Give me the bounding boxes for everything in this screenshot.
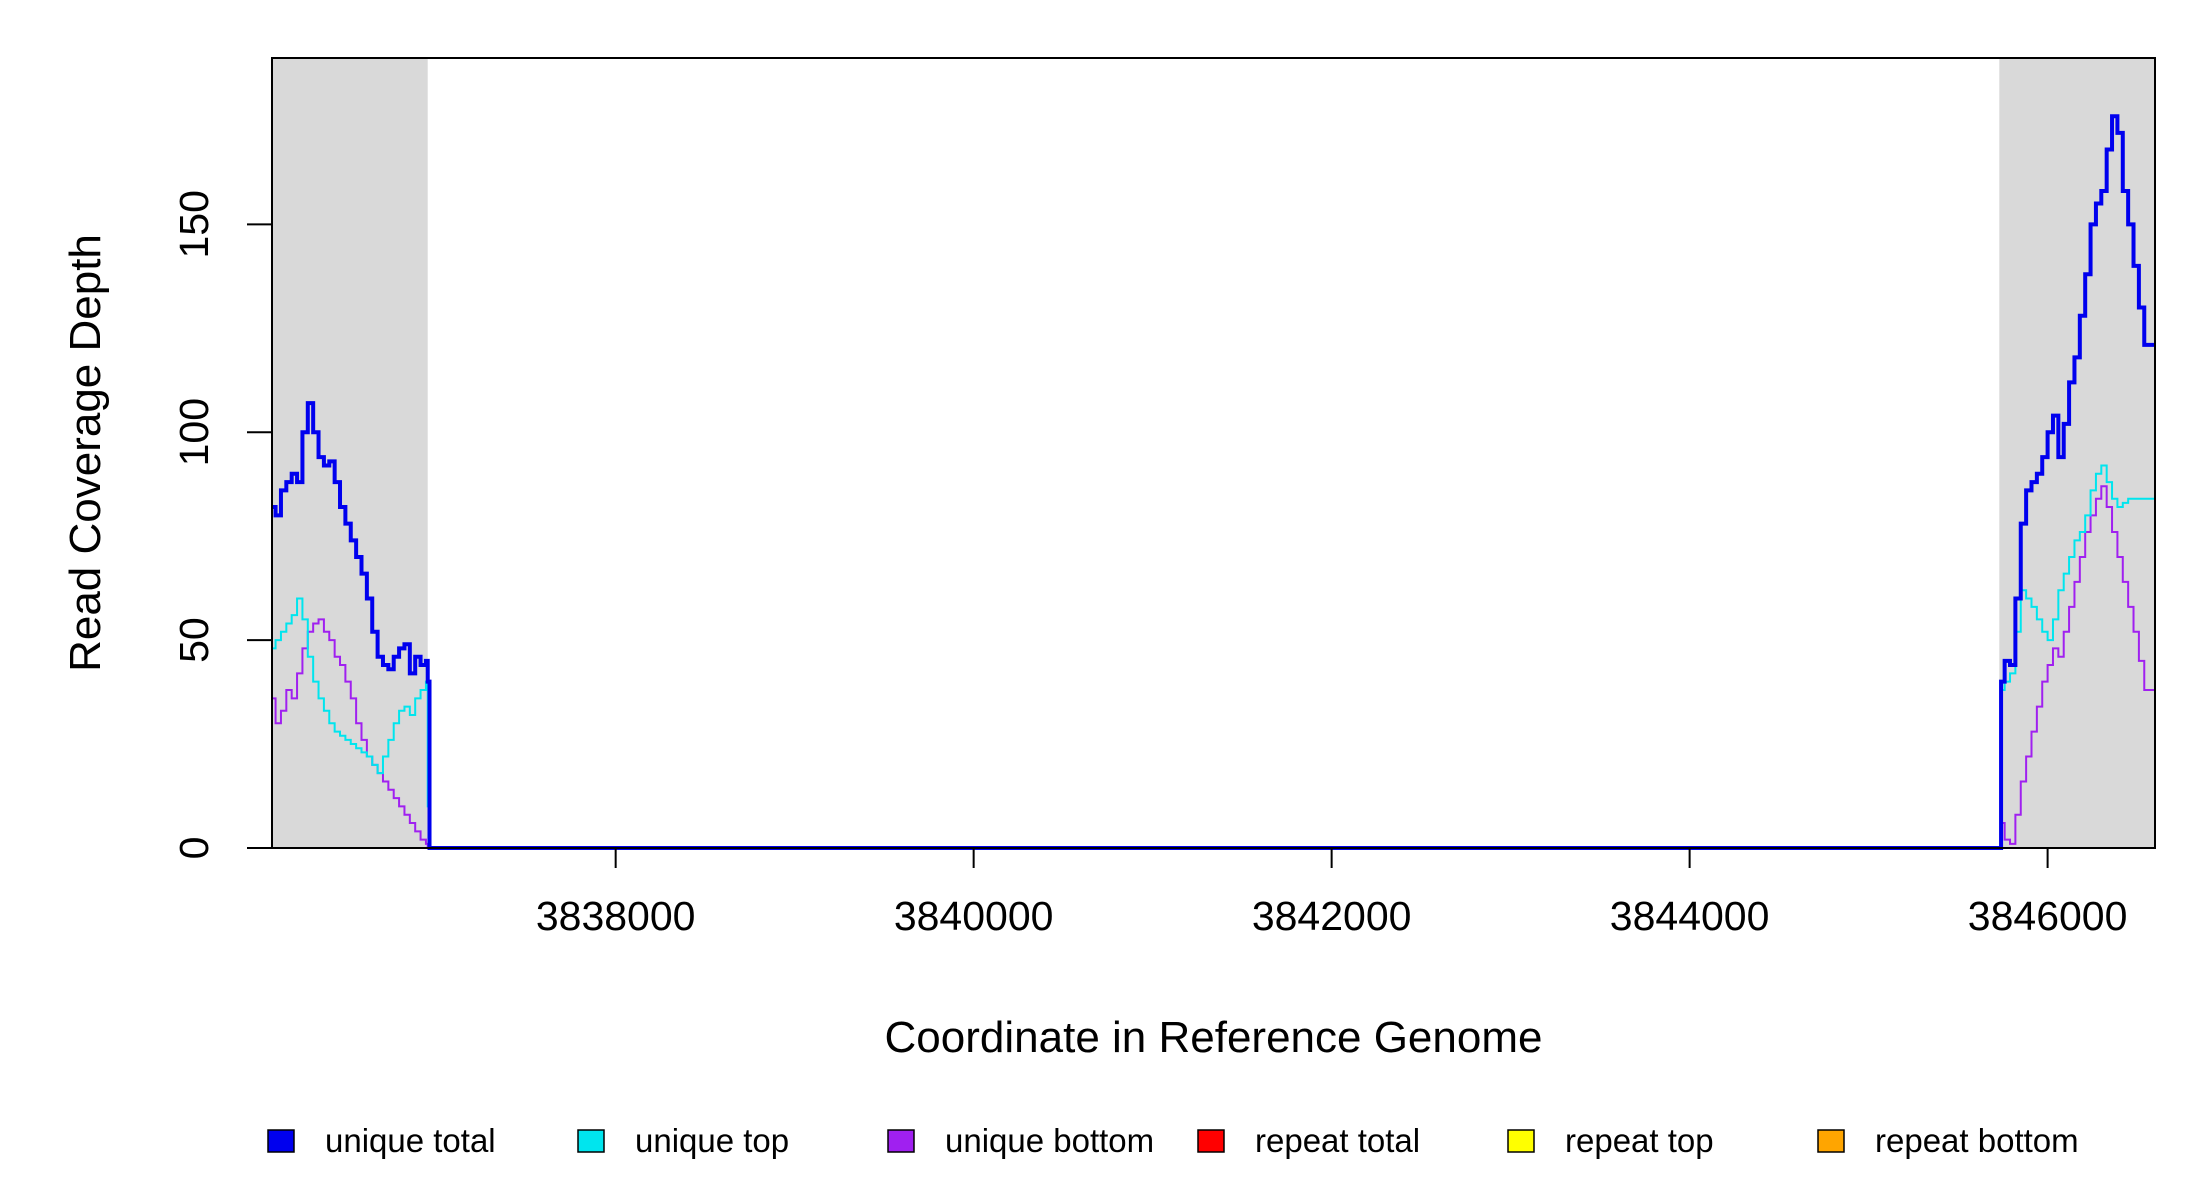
series-line-unique-total bbox=[272, 114, 2155, 850]
legend-item-unique-total: unique total bbox=[267, 1122, 496, 1159]
legend-swatch bbox=[1197, 1129, 1225, 1153]
legend-label: repeat total bbox=[1255, 1122, 1420, 1159]
y-tick-label: 50 bbox=[171, 617, 217, 663]
legend-label: repeat bottom bbox=[1875, 1122, 2079, 1159]
x-tick-label: 3844000 bbox=[1610, 893, 1770, 939]
legend-swatch bbox=[577, 1129, 605, 1153]
y-tick-label: 100 bbox=[171, 398, 217, 466]
y-axis-label: Read Coverage Depth bbox=[61, 234, 110, 672]
x-tick-label: 3838000 bbox=[536, 893, 696, 939]
y-axis: 0 50 100 150 bbox=[171, 190, 272, 859]
legend-label: unique top bbox=[635, 1122, 789, 1159]
legend: unique total unique top unique bottom repea… bbox=[267, 1122, 2079, 1159]
series-line-unique-bottom bbox=[272, 485, 2155, 849]
shaded-region-1 bbox=[1999, 58, 2155, 848]
legend-item-unique-bottom: unique bottom bbox=[887, 1122, 1154, 1159]
x-tick-label: 3842000 bbox=[1252, 893, 1412, 939]
y-tick-label: 150 bbox=[171, 190, 217, 258]
legend-swatch bbox=[267, 1129, 295, 1153]
legend-swatch bbox=[1817, 1129, 1845, 1153]
legend-item-unique-top: unique top bbox=[577, 1122, 789, 1159]
x-tick-label: 3840000 bbox=[894, 893, 1054, 939]
x-tick-label: 3846000 bbox=[1968, 893, 2128, 939]
legend-label: unique bottom bbox=[945, 1122, 1154, 1159]
shaded-regions bbox=[272, 58, 2155, 848]
x-axis: 3838000 3840000 3842000 3844000 3846000 bbox=[536, 848, 2128, 939]
x-axis-label: Coordinate in Reference Genome bbox=[885, 1013, 1543, 1062]
y-tick-label: 0 bbox=[171, 837, 217, 860]
legend-item-repeat-bottom: repeat bottom bbox=[1817, 1122, 2079, 1159]
legend-item-repeat-total: repeat total bbox=[1197, 1122, 1420, 1159]
plot-frame bbox=[271, 57, 2156, 849]
legend-swatch bbox=[887, 1129, 915, 1153]
legend-label: unique total bbox=[325, 1122, 496, 1159]
legend-label: repeat top bbox=[1565, 1122, 1714, 1159]
series-lines bbox=[272, 114, 2155, 850]
series-line-unique-top bbox=[272, 464, 2155, 849]
legend-swatch bbox=[1507, 1129, 1535, 1153]
shaded-region-0 bbox=[272, 58, 428, 848]
legend-item-repeat-top: repeat top bbox=[1507, 1122, 1714, 1159]
